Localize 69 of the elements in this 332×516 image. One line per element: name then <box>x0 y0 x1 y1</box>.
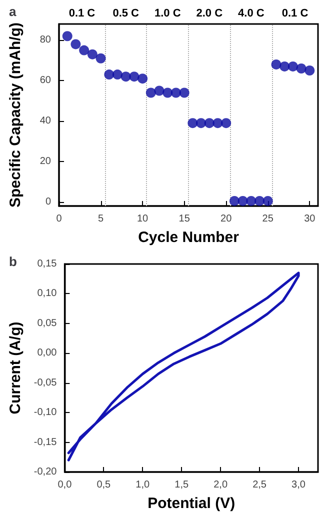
point <box>204 118 214 128</box>
point <box>87 49 98 60</box>
x-tick-label: 10 <box>136 214 149 224</box>
point <box>146 88 156 98</box>
x-tick-label: 1,0 <box>136 480 150 490</box>
y-tick-label: 0,15 <box>37 258 58 270</box>
y-tick-label: 40 <box>40 116 52 127</box>
point <box>288 61 298 72</box>
point <box>179 88 190 98</box>
y-tick-label: -0,15 <box>34 436 58 448</box>
y-tick-label: 0,00 <box>37 348 58 359</box>
point <box>138 74 148 84</box>
text: 1.0 C <box>154 8 181 20</box>
x-tick-label: 0,0 <box>58 480 72 490</box>
point <box>296 63 306 74</box>
x-axis-title: Potential (V) <box>148 495 236 512</box>
point <box>271 59 282 70</box>
point <box>212 118 223 128</box>
x-tick-label: 25 <box>262 214 274 224</box>
y-tick-label: 0,05 <box>37 318 58 329</box>
point <box>221 118 232 128</box>
point <box>154 86 164 96</box>
point <box>304 66 315 76</box>
point <box>62 31 72 42</box>
point <box>196 118 206 128</box>
point <box>238 196 248 206</box>
chart-title: a <box>9 4 17 19</box>
y-tick-label: 20 <box>40 156 52 168</box>
point <box>70 39 81 50</box>
point <box>170 88 181 98</box>
x-tick-label: 30 <box>304 214 316 224</box>
y-tick-label: -0,20 <box>34 466 58 478</box>
point <box>79 45 90 56</box>
x-axis-title: Cycle Number <box>138 229 240 246</box>
y-axis-title: Specific Capacity (mAh/g) <box>7 22 24 208</box>
text: 2.0 C <box>196 8 223 20</box>
y-tick-label: 0 <box>45 196 52 208</box>
point <box>280 61 290 72</box>
point <box>229 196 240 206</box>
line-series <box>67 272 300 462</box>
point <box>162 88 173 98</box>
point <box>112 70 122 80</box>
text: 0.5 C <box>112 8 140 20</box>
y-tick-label: 60 <box>40 75 52 86</box>
point <box>129 72 140 82</box>
x-tick-label: 2,0 <box>214 480 228 490</box>
text: 4.0 C <box>238 8 264 20</box>
x-tick-label: 5 <box>98 214 104 224</box>
x-tick-label: 15 <box>178 214 190 224</box>
text: 0.1 C <box>68 8 96 20</box>
y-tick-label: -0,10 <box>34 407 58 418</box>
text: 0.1 C <box>282 8 308 20</box>
y-tick-label: 0,10 <box>37 288 58 300</box>
point <box>254 196 265 206</box>
x-tick-label: 1,5 <box>174 480 189 490</box>
y-tick-label: -0,05 <box>34 377 58 388</box>
point <box>104 70 114 80</box>
x-tick-label: 2,5 <box>252 480 267 490</box>
y-tick-label: 80 <box>40 34 52 46</box>
x-tick-label: 0,5 <box>96 480 112 490</box>
point <box>96 53 106 64</box>
x-tick-label: 3,0 <box>292 480 306 490</box>
point <box>120 72 131 82</box>
chart-title: b <box>9 254 17 269</box>
point <box>246 196 256 206</box>
x-tick-label: 20 <box>220 214 232 224</box>
point <box>262 196 273 206</box>
y-axis-title: Current (A/g) <box>7 322 24 414</box>
point <box>188 118 198 128</box>
